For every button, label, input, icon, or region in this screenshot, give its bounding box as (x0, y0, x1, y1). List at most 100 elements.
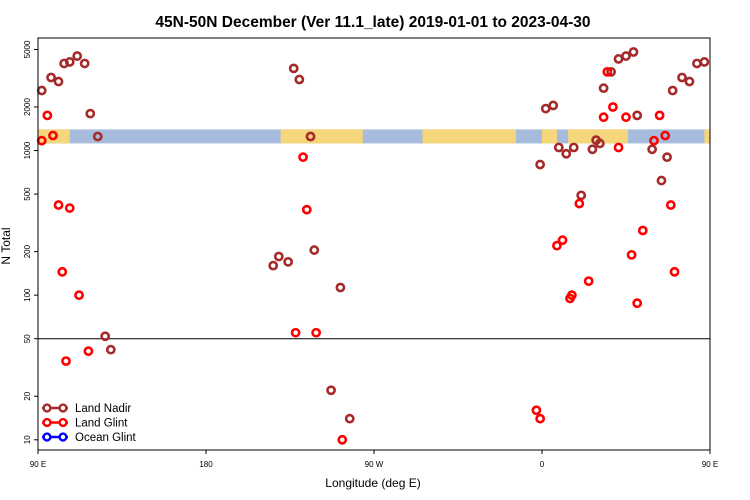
land-glint-point (57, 266, 68, 277)
land-nadir-point (64, 57, 75, 67)
land-glint-point (48, 130, 58, 141)
land-nadir-point (326, 385, 336, 396)
land-band-segment (280, 129, 363, 144)
land-nadir-point (305, 131, 316, 142)
land-nadir-point (667, 85, 678, 96)
y-tick-label: 200 (23, 244, 32, 258)
land-band-segment (704, 129, 710, 144)
land-nadir-point (576, 190, 587, 201)
land-nadir-point (699, 57, 710, 67)
land-glint-point (301, 204, 312, 215)
land-glint-point (64, 203, 75, 213)
land-nadir-point (587, 144, 598, 155)
land-nadir-point (613, 54, 624, 64)
legend-marker-land-glint (42, 417, 52, 428)
land-nadir-point (283, 256, 294, 267)
land-glint-point (53, 200, 64, 210)
y-tick-label: 50 (23, 334, 32, 343)
legend-label-land-glint: Land Glint (75, 418, 128, 430)
land-nadir-point (656, 175, 667, 186)
land-nadir-point (662, 152, 672, 163)
legend: Land Nadir Land Glint Ocean Glint (42, 403, 137, 444)
land-nadir-point (553, 142, 564, 153)
land-nadir-point (85, 108, 96, 119)
land-glint-point (566, 290, 577, 301)
y-tick-label: 1000 (23, 141, 32, 159)
land-nadir-point (309, 245, 320, 255)
land-glint-point (311, 327, 322, 338)
land-glint-point (602, 66, 613, 77)
land-nadir-point (335, 282, 346, 293)
land-nadir-point (535, 159, 546, 170)
land-nadir-point (628, 47, 639, 57)
y-tick-label: 500 (23, 187, 32, 201)
x-tick-label: 90 W (365, 460, 384, 469)
land-nadir-point (53, 76, 64, 87)
land-nadir-point (692, 58, 702, 69)
land-nadir-point (72, 51, 83, 61)
land-glint-point (61, 356, 71, 367)
land-nadir-point (268, 260, 279, 271)
land-glint-point (83, 346, 94, 357)
y-tick-label: 20 (23, 391, 32, 400)
land-glint-point (621, 112, 631, 123)
land-nadir-point (647, 144, 658, 155)
land-nadir-point (294, 74, 305, 85)
legend-marker-land-nadir (58, 403, 68, 413)
land-nadir-point (561, 148, 572, 159)
land-nadir-point (46, 72, 56, 83)
y-tick-label: 5000 (23, 40, 32, 58)
land-nadir-point (598, 83, 609, 94)
land-nadir-point (288, 63, 299, 74)
x-tick-label: 0 (540, 460, 545, 469)
chart-title: 45N-50N December (Ver 11.1_late) 2019-01… (155, 14, 590, 31)
plot-frame (37, 37, 711, 451)
x-tick-label: 90 E (702, 460, 718, 469)
land-glint-point (613, 142, 624, 153)
legend-marker-land-nadir (42, 403, 52, 413)
land-glint-point (42, 110, 53, 121)
land-glint-point (654, 110, 665, 121)
y-tick-label: 100 (23, 288, 32, 302)
land-glint-point (660, 130, 671, 141)
legend-marker-ocean-glint (42, 432, 52, 442)
land-nadir-point (548, 100, 559, 111)
land-nadir-point (92, 131, 103, 142)
x-axis: 90 E 180 90 W 0 90 E (30, 450, 718, 469)
y-tick-label: 10 (23, 435, 32, 444)
land-glint-point (665, 200, 676, 210)
land-glint-point (649, 135, 659, 146)
land-nadir-point (273, 251, 284, 262)
land-glint-point (574, 198, 585, 209)
land-ocean-band (38, 129, 710, 144)
land-nadir-point (79, 58, 90, 69)
land-glint-point (552, 240, 562, 251)
land-nadir-point (594, 138, 605, 149)
x-tick-label: 90 E (30, 460, 46, 469)
y-axis: 10 20 50 100 200 500 1000 2000 5000 (23, 40, 38, 444)
land-glint-point (632, 298, 643, 309)
y-tick-label: 2000 (23, 98, 32, 116)
land-glint-point (337, 434, 348, 445)
land-nadir-point (677, 72, 687, 83)
land-glint-point (583, 276, 594, 287)
land-nadir-point (621, 51, 631, 61)
land-nadir-point (540, 103, 551, 114)
land-nadir-point (684, 76, 695, 87)
land-glint-point (298, 152, 308, 163)
land-band-segment (422, 129, 516, 144)
land-glint-point (598, 112, 609, 123)
land-nadir-point (100, 331, 111, 342)
land-nadir-point (568, 142, 579, 153)
land-glint-point (669, 266, 680, 277)
data-points (36, 47, 710, 445)
land-glint-point (557, 235, 568, 246)
land-glint-point (608, 102, 618, 112)
land-nadir-point (344, 413, 355, 424)
land-glint-point (74, 290, 84, 301)
x-tick-label: 180 (199, 460, 213, 469)
land-nadir-point (632, 110, 643, 121)
land-band-segment (542, 129, 557, 144)
land-glint-point (626, 249, 637, 260)
